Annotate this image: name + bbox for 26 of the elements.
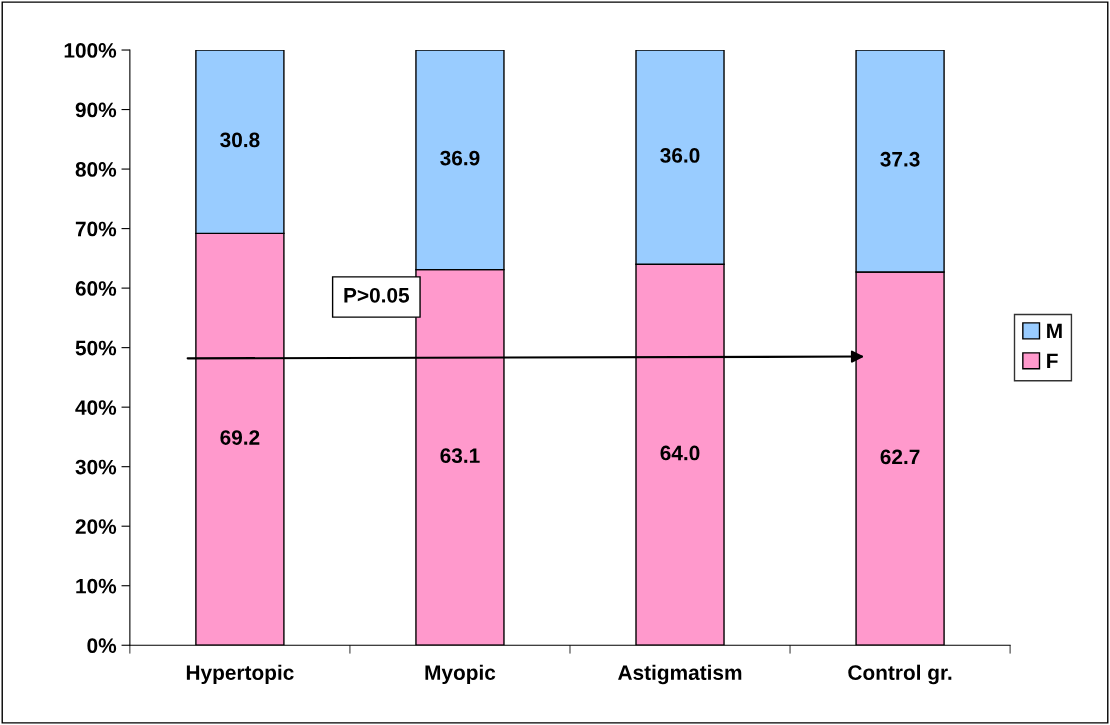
y-tick-label: 10% xyxy=(76,578,117,594)
y-tick-label: 30% xyxy=(75,459,117,475)
y-tick-label: 0% xyxy=(87,638,117,653)
legend-label: M xyxy=(1047,323,1062,339)
x-tick-label: Control gr. xyxy=(848,664,952,685)
data-label: 64.0 xyxy=(660,445,700,461)
data-label: 62.7 xyxy=(880,449,920,465)
y-tick-label: 70% xyxy=(75,221,117,237)
y-tick-label: 40% xyxy=(75,400,117,415)
y-tick-label: 50% xyxy=(75,340,117,356)
y-tick-label: 90% xyxy=(75,102,117,118)
data-label: 69.2 xyxy=(220,430,260,445)
y-tick-label: 80% xyxy=(75,162,117,177)
data-label: 63.1 xyxy=(440,448,480,464)
data-label: 37.3 xyxy=(880,151,920,167)
y-tick-label: 60% xyxy=(75,281,117,296)
data-label: 30.8 xyxy=(220,132,260,148)
x-tick-label: Hypertopic xyxy=(186,664,294,685)
legend-label: F xyxy=(1047,353,1058,369)
annotation: P>0.05 xyxy=(344,287,410,303)
x-tick-label: Astigmatism xyxy=(618,664,742,685)
data-label: 36.0 xyxy=(660,148,700,163)
data-label: 36.9 xyxy=(440,150,480,166)
x-tick-label: Myopic xyxy=(425,664,496,685)
y-tick-label: 20% xyxy=(75,519,117,534)
y-tick-label: 100% xyxy=(64,43,117,58)
